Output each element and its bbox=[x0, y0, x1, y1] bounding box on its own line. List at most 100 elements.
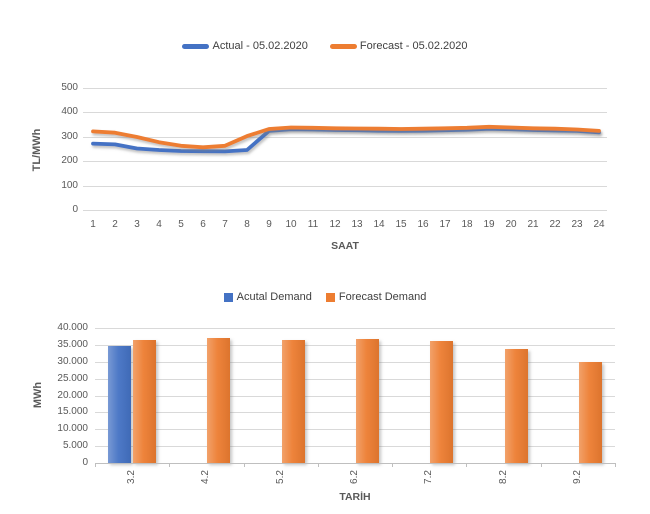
y-tick-label: 25.000 bbox=[57, 372, 88, 384]
line-series-layer bbox=[91, 124, 601, 154]
x-tick-label: 21 bbox=[527, 219, 539, 230]
bar-group-5.2 bbox=[244, 328, 318, 463]
gridline bbox=[83, 185, 607, 187]
forecast-line-swatch bbox=[329, 43, 357, 49]
x-axis-tick bbox=[466, 463, 468, 467]
forecast-demand-swatch bbox=[325, 292, 335, 302]
y-tick-label: 35.000 bbox=[57, 338, 88, 350]
x-tick-label: 2 bbox=[112, 219, 118, 230]
bar-forecast-4.2[interactable] bbox=[207, 338, 231, 463]
demand-bar-chart: Acutal Demand Forecast Demand MWh 0 5.000… bbox=[0, 278, 650, 514]
line-y-tick-labels: 0 100 200 300 400 500 bbox=[28, 82, 78, 215]
bar-slot bbox=[430, 340, 454, 463]
x-tick-label: 23 bbox=[571, 219, 583, 230]
y-tick-label: 10.000 bbox=[57, 423, 88, 435]
bar-forecast-8.2[interactable] bbox=[504, 348, 528, 464]
x-axis-tick bbox=[615, 463, 616, 467]
y-tick-label: 20.000 bbox=[57, 389, 88, 401]
gridline bbox=[83, 161, 607, 163]
x-tick-label-8.2: 8.2 bbox=[497, 470, 509, 484]
x-tick-label: 6 bbox=[200, 219, 206, 230]
y-tick-label: 40.000 bbox=[57, 322, 88, 333]
bar-groups bbox=[95, 328, 615, 464]
bar-forecast-5.2[interactable] bbox=[281, 340, 305, 463]
x-tick-label: 13 bbox=[351, 219, 363, 230]
legend-item-forecast[interactable]: Forecast - 05.02.2020 bbox=[329, 40, 468, 52]
legend-label-forecast: Forecast - 05.02.2020 bbox=[359, 40, 468, 52]
gridline bbox=[95, 412, 615, 414]
legend-item-actual[interactable]: Actual - 05.02.2020 bbox=[182, 40, 308, 52]
y-tick-label: 300 bbox=[61, 130, 78, 142]
bar-slot bbox=[207, 338, 231, 463]
x-tick-label: 3 bbox=[134, 219, 140, 230]
actual-line-swatch bbox=[182, 43, 210, 49]
x-tick-label: 20 bbox=[505, 219, 517, 230]
x-axis-tick bbox=[169, 463, 171, 467]
y-tick-label: 100 bbox=[61, 179, 78, 191]
x-tick-label-5.2: 5.2 bbox=[274, 470, 286, 484]
legend-item-forecast-demand[interactable]: Forecast Demand bbox=[325, 291, 427, 303]
y-tick-label: 0 bbox=[82, 457, 88, 468]
bar-x-axis-title: TARİH bbox=[339, 491, 371, 503]
line-series-forecast[interactable] bbox=[91, 124, 601, 150]
legend-label-actual-demand: Acutal Demand bbox=[236, 291, 312, 303]
bar-slot bbox=[281, 340, 305, 463]
gridline bbox=[95, 429, 615, 431]
bar-forecast-3.2[interactable] bbox=[133, 340, 157, 463]
y-tick-label: 5.000 bbox=[62, 440, 88, 452]
line-plot-area[interactable] bbox=[83, 88, 607, 211]
bar-forecast-7.2[interactable] bbox=[430, 340, 454, 463]
gridline bbox=[95, 361, 615, 363]
x-tick-label: 8 bbox=[244, 219, 250, 230]
legend-label-forecast-demand: Forecast Demand bbox=[338, 291, 427, 303]
legend-item-actual-demand[interactable]: Acutal Demand bbox=[223, 291, 312, 303]
bar-group-6.2 bbox=[318, 328, 392, 463]
x-tick-label: 10 bbox=[285, 219, 297, 230]
bar-slot bbox=[355, 339, 379, 463]
x-tick-label: 7 bbox=[222, 219, 228, 230]
actual-demand-swatch bbox=[223, 292, 233, 302]
bar-slot bbox=[578, 361, 602, 464]
bar-chart-legend: Acutal Demand Forecast Demand bbox=[0, 291, 650, 303]
gridline bbox=[95, 378, 615, 380]
gridline bbox=[83, 210, 607, 211]
bar-group-3.2 bbox=[95, 328, 169, 463]
x-tick-label-6.2: 6.2 bbox=[349, 470, 360, 484]
y-tick-label: 0 bbox=[72, 204, 78, 215]
bar-slot bbox=[504, 348, 528, 464]
bar-group-8.2 bbox=[466, 328, 540, 464]
line-series-actual[interactable] bbox=[91, 126, 601, 154]
price-line-chart: Actual - 05.02.2020 Forecast - 05.02.202… bbox=[0, 40, 650, 252]
y-tick-label: 200 bbox=[61, 155, 78, 167]
gridline bbox=[83, 88, 607, 89]
gridline bbox=[95, 328, 615, 329]
x-tick-label: 4 bbox=[156, 219, 162, 230]
x-tick-label: 18 bbox=[461, 219, 473, 230]
x-tick-label: 19 bbox=[483, 219, 495, 230]
x-tick-label: 24 bbox=[593, 219, 605, 230]
bar-plot-area[interactable] bbox=[95, 328, 616, 467]
x-tick-label: 14 bbox=[373, 219, 385, 230]
y-tick-label: 400 bbox=[61, 106, 78, 118]
x-axis-tick bbox=[392, 463, 394, 467]
x-tick-label-4.2: 4.2 bbox=[200, 470, 212, 484]
gridline bbox=[83, 136, 607, 138]
bar-forecast-6.2[interactable] bbox=[355, 339, 379, 463]
x-tick-label-9.2: 9.2 bbox=[571, 470, 583, 484]
y-tick-label: 30.000 bbox=[57, 355, 88, 367]
bar-x-axis-line bbox=[95, 463, 615, 464]
bar-actual-3.2[interactable] bbox=[108, 345, 132, 463]
x-tick-label: 15 bbox=[395, 219, 407, 230]
bar-group-9.2 bbox=[541, 328, 615, 464]
gridline bbox=[95, 344, 615, 346]
line-chart-legend: Actual - 05.02.2020 Forecast - 05.02.202… bbox=[0, 40, 650, 52]
x-tick-label: 12 bbox=[329, 219, 341, 230]
bar-forecast-9.2[interactable] bbox=[578, 361, 602, 464]
bar-slot bbox=[133, 340, 157, 463]
x-tick-label: 16 bbox=[417, 219, 429, 230]
gridline bbox=[83, 112, 607, 114]
x-tick-label: 1 bbox=[90, 219, 96, 230]
x-axis-tick bbox=[95, 463, 96, 467]
legend-label-actual: Actual - 05.02.2020 bbox=[212, 40, 308, 52]
